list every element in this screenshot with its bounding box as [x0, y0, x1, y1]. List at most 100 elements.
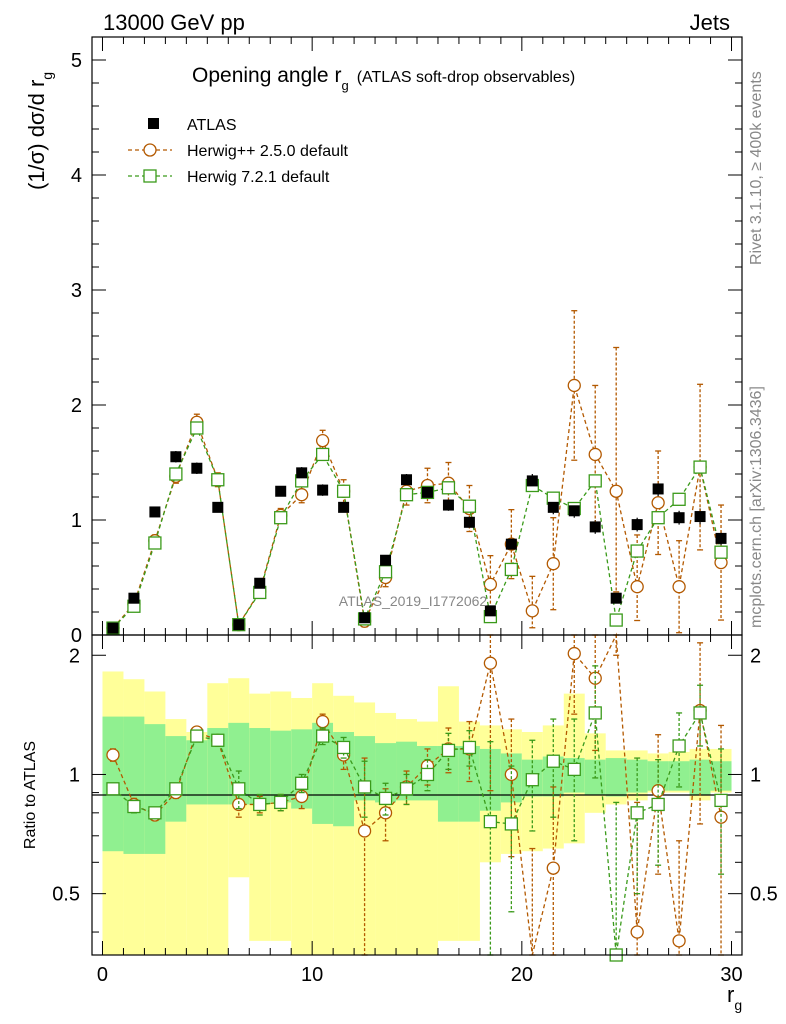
- ratio-herwig72-point-23: [588, 706, 602, 720]
- main-ytick-label-3: 3: [71, 280, 82, 302]
- ratio-band-inner-7: [249, 728, 271, 805]
- ratio-herwig25-point-21: [546, 861, 560, 875]
- herwig72-point-3: [169, 467, 183, 481]
- ratio-herwig72-point-8: [274, 795, 288, 810]
- atlas-point-26: [652, 483, 664, 495]
- ratio-herwig25-point-13: [378, 806, 393, 820]
- herwig72-point-25: [630, 544, 644, 558]
- herwig72-line: [112, 426, 722, 629]
- ratio-herwig72-point-4: [190, 729, 204, 743]
- atlas-point-19: [505, 538, 517, 550]
- ratio-herwig25-point-12: [357, 824, 372, 838]
- ratio-band-inner-16: [437, 745, 459, 822]
- main-ytick-label-0: 0: [71, 625, 82, 647]
- legend-label-herwig25: Herwig++ 2.5.0 default: [187, 143, 349, 160]
- ratio-herwig72-point-27: [672, 739, 686, 753]
- main-ytick-label-4: 4: [71, 165, 82, 187]
- ratio-herwig72-point-15: [420, 767, 435, 782]
- atlas-point-14: [401, 474, 413, 486]
- atlas-point-28: [694, 511, 706, 523]
- ratio-xtick-label-3: 30: [720, 964, 742, 986]
- ratio-herwig72-point-25: [630, 806, 644, 820]
- main-ylabel-text: (1/σ) dσ/d r: [24, 80, 49, 190]
- atlas-point-3: [170, 451, 182, 463]
- herwig72-point-14: [399, 488, 414, 502]
- main-title-rest: (ATLAS soft-drop observables): [357, 69, 575, 86]
- herwig72-point-26: [651, 511, 665, 525]
- atlas-point-17: [463, 516, 475, 528]
- ratio-herwig72-point-19: [504, 817, 519, 831]
- ratio-band-inner-10: [312, 722, 334, 824]
- herwig25-point-25: [630, 580, 644, 594]
- ratio-band-inner-3: [165, 736, 187, 822]
- ratio-herwig25-point-27: [672, 934, 686, 948]
- legend-label-herwig72: Herwig 7.2.1 default: [187, 169, 330, 186]
- herwig25-point-23: [588, 447, 602, 462]
- main-ylabel-sub: g: [39, 72, 55, 80]
- atlas-point-13: [380, 554, 392, 566]
- ratio-herwig72-point-29: [714, 793, 728, 808]
- main-title-sub: g: [341, 78, 348, 93]
- atlas-point-24: [610, 592, 622, 604]
- herwig25-point-22: [567, 378, 581, 393]
- herwig25-point-24: [609, 484, 623, 498]
- ratio-xlabel-sub: g: [734, 997, 742, 1013]
- legend-marker-atlas: [148, 118, 159, 129]
- ratio-herwig25-point-10: [315, 714, 330, 729]
- atlas-point-21: [547, 501, 559, 513]
- herwig72-point-10: [315, 447, 330, 462]
- ratio-band-outer-5: [207, 683, 229, 955]
- header-right: Jets: [690, 10, 730, 35]
- ratio-herwig72-point-1: [127, 799, 141, 814]
- ratio-herwig25-point-22: [567, 646, 581, 661]
- herwig25-point-21: [546, 557, 560, 571]
- herwig72-point-29: [714, 545, 728, 559]
- ratio-herwig72-point-14: [399, 782, 414, 796]
- ratio-ytick-label-left-1: 1: [69, 764, 80, 786]
- atlas-point-15: [421, 486, 433, 498]
- ratio-tick-labels: 0.5 0.51 12 20 10 20 30: [52, 645, 778, 986]
- atlas-point-16: [442, 499, 454, 511]
- ratio-herwig72-point-22: [567, 762, 581, 777]
- legend-marker-herwig25: [143, 143, 157, 157]
- herwig25-line: [112, 385, 722, 629]
- ratio-xlabel-text: r: [727, 982, 734, 1007]
- ratio-herwig72-point-26: [651, 797, 665, 812]
- herwig25-point-26: [651, 496, 665, 510]
- main-title: Opening angle rg (ATLAS soft-drop observa…: [192, 64, 575, 93]
- herwig72-point-11: [336, 484, 351, 498]
- ratio-herwig72-point-11: [336, 740, 351, 755]
- herwig72-point-19: [504, 562, 519, 577]
- ratio-band-inner-4: [186, 740, 208, 805]
- ratio-band-inner-8: [270, 730, 292, 803]
- atlas-point-5: [212, 501, 224, 513]
- ratio-herwig25-point-18: [483, 656, 498, 670]
- main-ytick-label-5: 5: [71, 50, 82, 72]
- svg-text:(1/σ) dσ/d rg: (1/σ) dσ/d rg: [24, 72, 55, 190]
- herwig72-point-5: [211, 473, 225, 487]
- ratio-herwig72-point-18: [483, 815, 498, 829]
- ratio-band-inner-17: [458, 745, 480, 822]
- herwig72-point-2: [148, 536, 162, 550]
- ratio-ytick-label-right-1: 1: [750, 764, 761, 786]
- main-ytick-label-2: 2: [71, 395, 82, 417]
- atlas-point-8: [275, 485, 287, 497]
- atlas-point-2: [149, 506, 161, 518]
- ratio-band-inner-1: [123, 716, 145, 854]
- ratio-xtick-label-1: 10: [301, 964, 323, 986]
- herwig72-point-4: [190, 421, 204, 435]
- ratio-herwig72-point-21: [546, 754, 560, 768]
- herwig25-point-10: [315, 433, 330, 448]
- ratio-band-inner-24: [605, 758, 627, 797]
- atlas-point-23: [589, 521, 601, 533]
- herwig25-point-18: [483, 577, 498, 592]
- ratio-band-inner-5: [207, 728, 229, 805]
- ratio-ytick-label-left-0: 0.5: [52, 884, 80, 906]
- ratio-herwig72-point-12: [357, 780, 372, 794]
- atlas-point-10: [317, 484, 329, 496]
- atlas-point-27: [673, 512, 685, 524]
- side-label-mcplots: mcplots.cern.ch [arXiv:1306.3436]: [748, 386, 765, 628]
- ratio-herwig72-point-6: [232, 782, 246, 796]
- ratio-ytick-label-left-2: 2: [69, 645, 80, 667]
- ratio-herwig72-point-10: [315, 729, 330, 743]
